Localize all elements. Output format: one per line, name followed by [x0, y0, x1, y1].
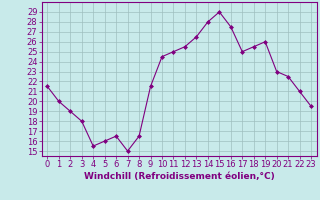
X-axis label: Windchill (Refroidissement éolien,°C): Windchill (Refroidissement éolien,°C) — [84, 172, 275, 181]
